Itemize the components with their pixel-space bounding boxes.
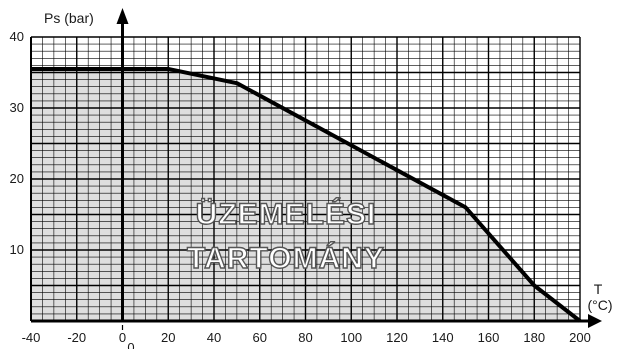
axes bbox=[30, 8, 602, 328]
origin-label: 0 bbox=[127, 340, 134, 349]
x-tick-label: 100 bbox=[340, 330, 362, 345]
tick-labels: -40 -20 20 40 60 80 100 120 140 160 180 200 0 10 20 30 4… bbox=[10, 29, 591, 345]
region-label-line-1: ÜZEMELÉSI bbox=[196, 197, 377, 231]
x-tick-label: 60 bbox=[253, 330, 267, 345]
x-axis-unit: (°C) bbox=[587, 297, 612, 313]
grid bbox=[30, 36, 581, 322]
x-tick-label: 160 bbox=[478, 330, 500, 345]
x-tick-label: -40 bbox=[22, 330, 41, 345]
x-tick-label: 20 bbox=[161, 330, 175, 345]
y-axis-arrow-icon bbox=[116, 8, 129, 24]
limit-curve-line bbox=[31, 66, 582, 323]
x-tick-label: -20 bbox=[67, 330, 86, 345]
region-label-line-2: TARTOMÁNY bbox=[187, 241, 385, 275]
x-tick-label: 180 bbox=[523, 330, 545, 345]
y-tick-label: 10 bbox=[10, 242, 24, 257]
y-tick-label: 30 bbox=[10, 100, 24, 115]
y-tick-label: 40 bbox=[10, 29, 24, 44]
x-axis-arrow-icon bbox=[588, 314, 602, 328]
y-axis-label: Ps (bar) bbox=[44, 10, 94, 26]
x-tick-label: 140 bbox=[432, 330, 454, 345]
y-tick-label: 20 bbox=[10, 171, 24, 186]
x-tick-label: 0 bbox=[119, 330, 126, 345]
pressure-limit-curve bbox=[31, 66, 582, 323]
x-tick-label: 80 bbox=[298, 330, 312, 345]
x-tick-label: 200 bbox=[569, 330, 591, 345]
x-tick-label: 120 bbox=[386, 330, 408, 345]
x-axis-label: T bbox=[594, 281, 603, 297]
x-tick-label: 40 bbox=[207, 330, 221, 345]
